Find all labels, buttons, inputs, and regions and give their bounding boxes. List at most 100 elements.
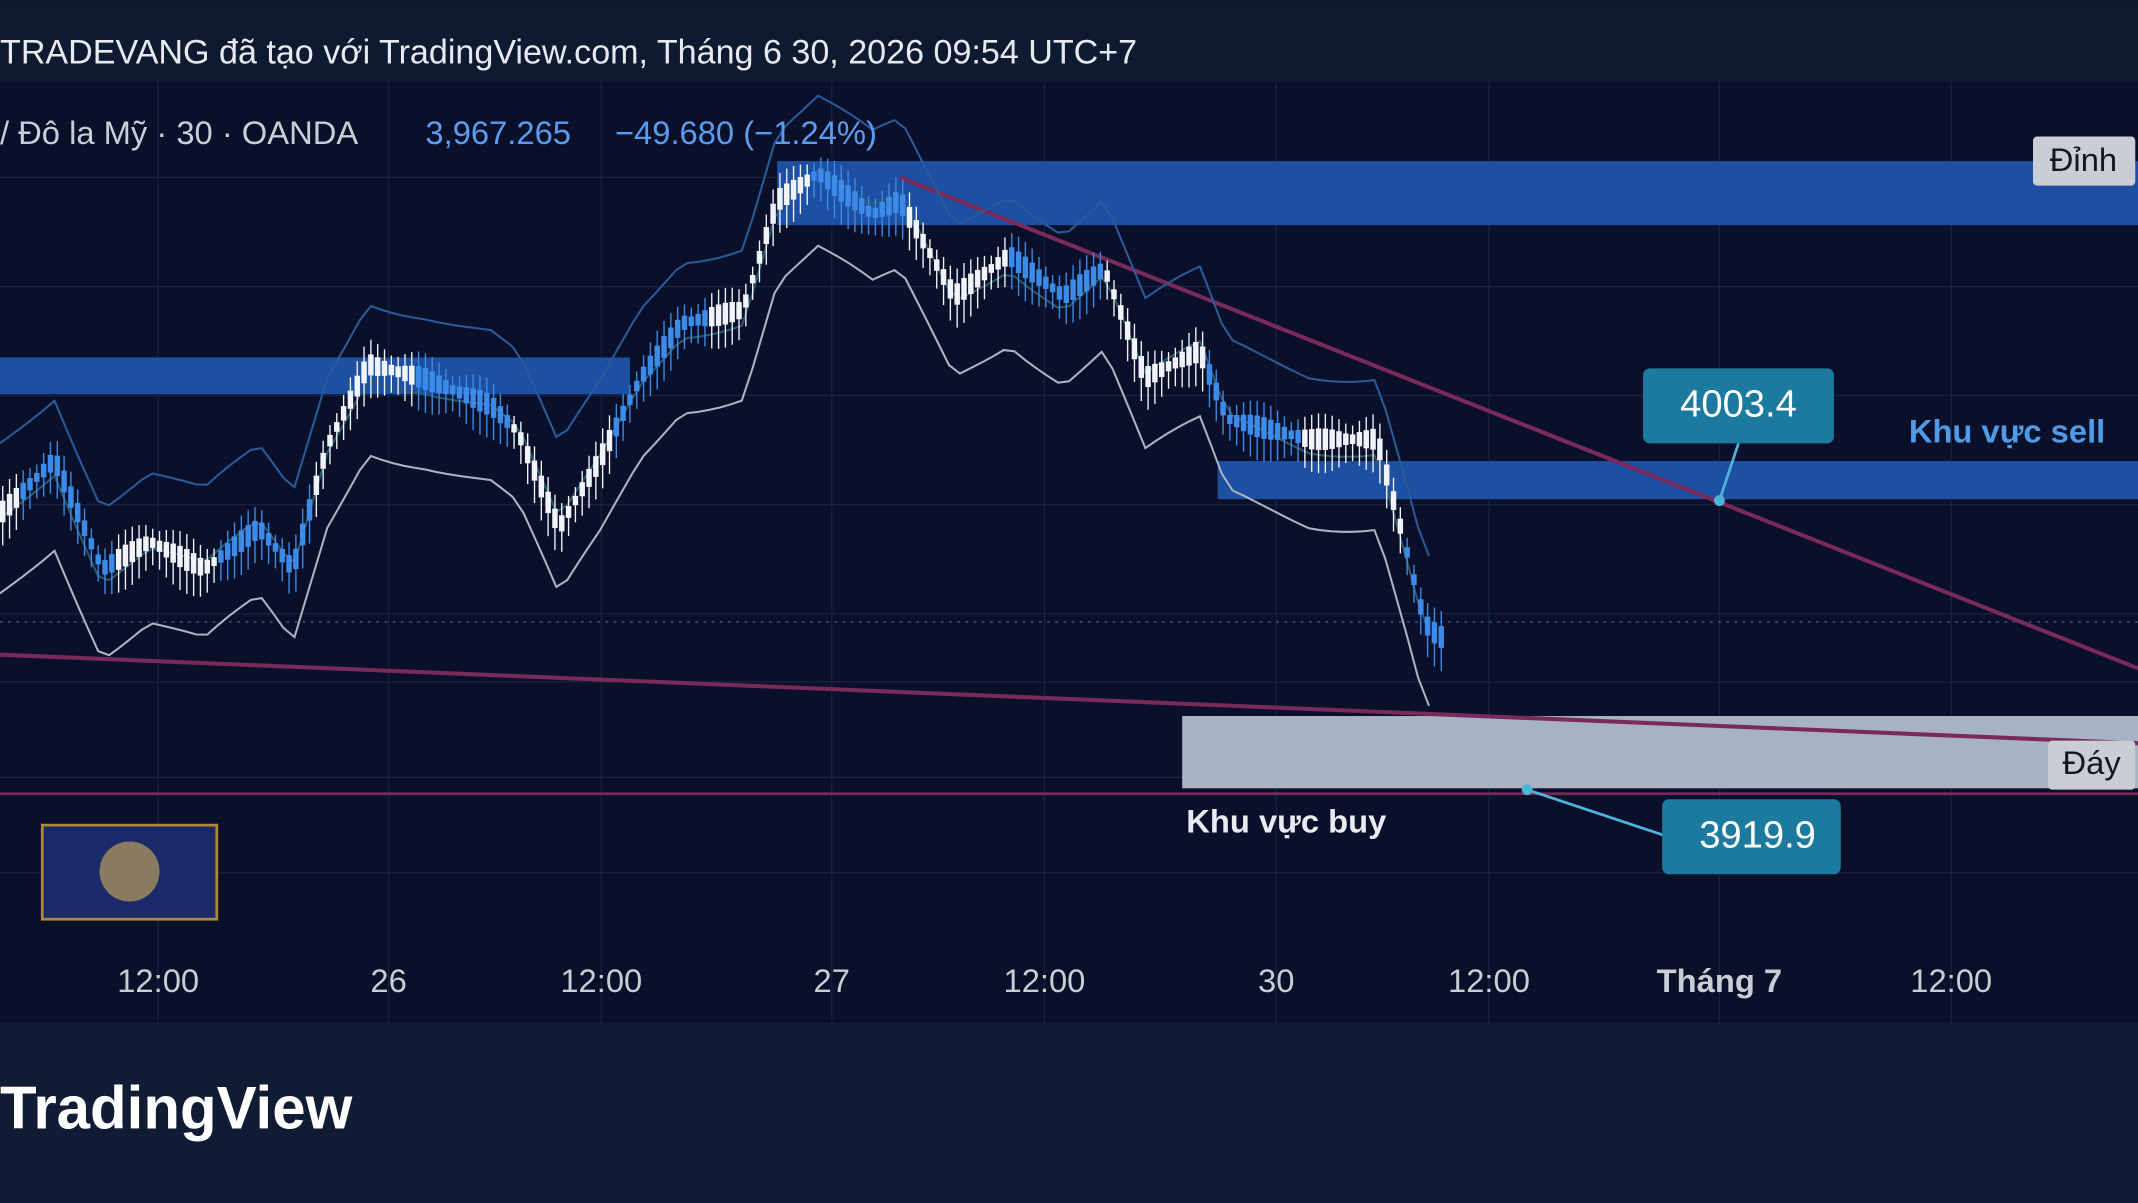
candle-body: [115, 548, 122, 570]
candle-body: [790, 179, 797, 200]
candle-body: [47, 454, 54, 473]
candle-body: [1077, 274, 1083, 297]
candle-body: [1240, 414, 1247, 432]
candle-body: [156, 540, 163, 552]
candle-body: [1104, 270, 1110, 282]
band-upper: [0, 94, 1430, 557]
candle-body: [777, 187, 783, 210]
x-tick-label: Tháng 7: [1657, 962, 1782, 999]
candle-body: [259, 522, 265, 540]
footer-bar: [0, 1022, 2138, 1203]
candle-body: [524, 446, 531, 464]
candle-body: [961, 278, 967, 300]
candle-body: [402, 365, 408, 382]
candle-body: [1370, 428, 1376, 450]
candle-body: [361, 361, 367, 384]
candle-body: [68, 486, 74, 508]
candle-body: [654, 345, 660, 367]
candle-body: [0, 500, 6, 523]
candle-body: [381, 360, 388, 376]
candle-body: [722, 302, 729, 325]
candle-body: [204, 559, 210, 574]
candle-body: [1274, 422, 1281, 440]
candle-body: [572, 495, 579, 506]
x-tick-label: 30: [1258, 962, 1294, 999]
candle-body: [347, 390, 354, 409]
callout-box: [1643, 368, 1834, 444]
resistance-zone: [0, 357, 630, 395]
candle-body: [995, 257, 1001, 270]
candle-body: [286, 555, 292, 573]
header-bar: [0, 0, 2138, 82]
candle-body: [634, 380, 640, 392]
candle-body: [565, 506, 572, 518]
candle-body: [1418, 599, 1424, 615]
candle-body: [170, 543, 176, 563]
candle-body: [1315, 428, 1322, 451]
candle-body: [1329, 429, 1335, 449]
candle-body: [593, 456, 599, 477]
x-tick-label: 26: [370, 962, 406, 999]
candle-body: [443, 380, 449, 395]
candle-body: [1097, 263, 1104, 280]
candle-body: [784, 183, 790, 206]
candle-body: [197, 557, 204, 576]
candle-body: [818, 168, 824, 183]
candle-body: [1029, 262, 1035, 283]
candle-body: [1227, 414, 1233, 424]
candle-body: [388, 364, 395, 376]
candle-body: [913, 220, 920, 239]
candle-body: [981, 266, 988, 281]
candle-body: [1322, 428, 1329, 450]
candle-body: [1056, 286, 1063, 300]
candle-body: [463, 387, 470, 404]
candle-body: [668, 327, 674, 349]
candle-body: [1302, 429, 1308, 447]
candle-body: [620, 405, 626, 421]
candles: [0, 94, 1444, 707]
candle-body: [681, 315, 688, 330]
candle-body: [886, 196, 892, 216]
candle-body: [1186, 346, 1192, 366]
candle-body: [947, 279, 954, 299]
candle-body: [1438, 626, 1444, 648]
band-mid: [0, 169, 1430, 632]
candle-body: [1158, 362, 1165, 378]
candle-body: [974, 269, 981, 288]
candle-body: [661, 336, 667, 358]
candle-body: [231, 536, 238, 557]
candle-body: [1111, 289, 1117, 300]
candle-body: [674, 319, 681, 338]
candle-body: [606, 430, 613, 452]
candle-body: [613, 417, 620, 437]
candle-body: [27, 478, 33, 491]
candle-body: [763, 227, 770, 245]
candle-body: [429, 371, 435, 393]
candle-body: [279, 549, 285, 563]
candle-body: [1138, 356, 1144, 378]
candle-body: [6, 493, 13, 516]
candle-body: [756, 250, 763, 264]
x-tick-label: 12:00: [117, 962, 199, 999]
candle-body: [804, 174, 810, 187]
candle-body: [395, 366, 401, 378]
candle-body: [1404, 547, 1410, 558]
bottom-label: Đáy: [2063, 744, 2122, 781]
candle-body: [647, 355, 654, 375]
candle-body: [34, 472, 40, 482]
candle-body: [74, 503, 81, 523]
candle-body: [586, 468, 592, 487]
candle-body: [1070, 279, 1076, 300]
candle-body: [497, 406, 504, 424]
trend-line: [899, 175, 2138, 671]
symbol-change: −49.680 (−1.24%): [615, 114, 877, 151]
candle-body: [1165, 361, 1172, 372]
x-tick-label: 12:00: [1910, 962, 1992, 999]
candle-body: [327, 434, 333, 447]
candle-body: [927, 248, 933, 259]
candle-body: [838, 179, 845, 202]
candle-body: [749, 274, 756, 284]
callout-dot: [1521, 784, 1533, 796]
candle-body: [579, 482, 585, 497]
